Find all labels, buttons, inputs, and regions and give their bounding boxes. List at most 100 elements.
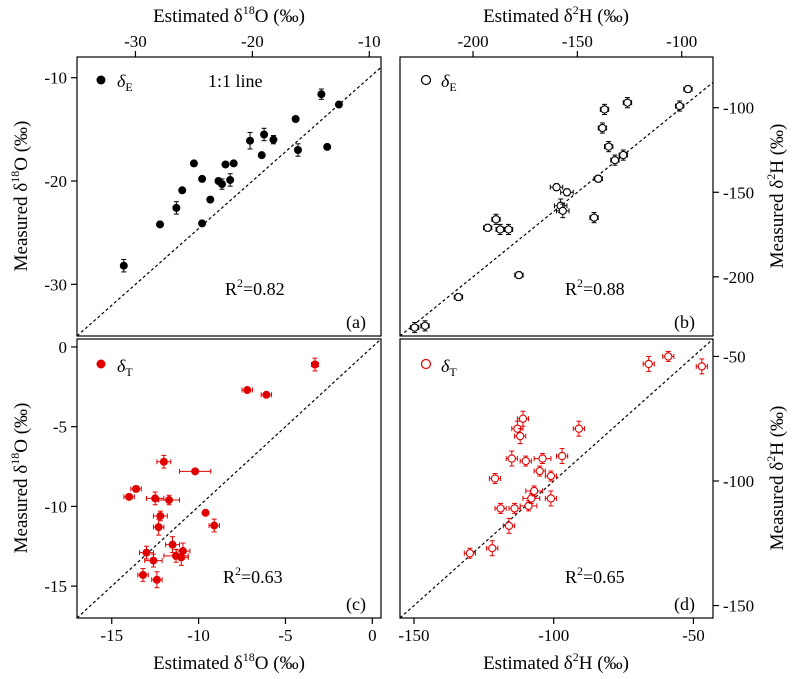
data-point: [597, 122, 608, 134]
data-point: [198, 174, 207, 183]
data-point: [152, 510, 168, 522]
data-point: [260, 127, 269, 142]
data-point: [589, 212, 599, 224]
panel-c-frame: [76, 338, 382, 619]
data-point: [514, 428, 527, 445]
y-tick-label: -200: [723, 268, 754, 287]
data-point: [119, 259, 128, 273]
data-point: [152, 518, 165, 536]
data-point: [156, 454, 172, 469]
panel-a-legend-label: δE: [117, 71, 133, 94]
panel-c-r2: R2=0.63: [223, 564, 283, 587]
x-tick-label: -50: [682, 626, 705, 645]
y-tick-label: -5: [53, 418, 67, 437]
data-point: [544, 470, 557, 482]
data-point: [491, 213, 501, 225]
panel-b-one-to-one-line: [399, 81, 714, 337]
panel-a-points: [119, 88, 343, 273]
data-point: [310, 357, 319, 372]
y-tick-label: -50: [723, 347, 746, 366]
data-point: [229, 159, 238, 168]
data-point: [519, 455, 532, 467]
data-point: [221, 160, 230, 169]
panel-c-panel-label: (c): [346, 594, 366, 615]
data-point: [674, 100, 685, 112]
y-tick-label: 0: [59, 338, 68, 357]
data-point: [178, 186, 187, 195]
panel-a-frame: [76, 56, 382, 337]
data-point: [198, 219, 207, 228]
data-point: [130, 484, 142, 493]
panel-d-r2: R2=0.65: [565, 564, 625, 587]
y-tick-label: -30: [44, 275, 67, 294]
panel-b-y-ticks: -200 -150 -100: [713, 99, 754, 287]
x-tick-label: 0: [368, 626, 377, 645]
data-point: [494, 502, 507, 514]
y-tick-label: -100: [723, 99, 754, 118]
data-point: [695, 358, 708, 375]
data-point: [516, 410, 530, 427]
data-point: [533, 453, 552, 465]
data-point: [291, 115, 300, 123]
data-point: [246, 131, 255, 150]
data-point: [544, 490, 557, 507]
panel-d-legend-marker: [420, 358, 432, 370]
data-point: [593, 174, 603, 183]
y-tick-label: -100: [723, 472, 754, 491]
panel-c-legend-marker: [96, 359, 106, 369]
panel-c-x-ticks: -15 -10 -5 0: [100, 618, 377, 645]
data-point: [257, 151, 266, 160]
x-tick-label: -100: [666, 32, 697, 51]
panel-b-x-axis-label: Estimated δ2H (‰): [483, 3, 629, 27]
y-tick-label: -20: [44, 172, 67, 191]
data-point: [603, 141, 614, 153]
panel-a-legend-marker: [96, 75, 106, 85]
panel-a-one-to-one-line: [76, 66, 382, 337]
panel-c-y-ticks: -15 -10 -5 0: [44, 338, 77, 596]
data-point: [323, 142, 332, 151]
one-to-one-line: [76, 66, 382, 337]
panel-b: -200 -150 -100 -200 -150 -100 δE R2=0.88 (b)…: [399, 3, 788, 337]
panel-d-y-ticks: -150 -100 -50: [713, 347, 754, 616]
x-tick-label: -150: [398, 626, 429, 645]
x-tick-label: -20: [241, 32, 264, 51]
panel-b-x-ticks: -200 -150 -100: [457, 32, 697, 57]
data-point: [556, 203, 570, 219]
panel-a: -30 -20 -10 -30-20-10 δE 1:1 line R2=0.82 …: [8, 3, 382, 337]
data-point: [683, 84, 693, 94]
data-point: [269, 135, 278, 145]
panel-b-panel-label: (b): [674, 312, 695, 333]
data-point: [572, 420, 585, 437]
data-point: [488, 473, 502, 484]
data-point: [151, 571, 163, 589]
data-point: [522, 492, 541, 504]
panel-b-r2: R2=0.88: [565, 276, 625, 299]
panel-c-y-axis-label: Measured δ18O (‰): [8, 403, 32, 554]
panel-d-panel-label: (d): [674, 594, 695, 615]
x-tick-label: -10: [187, 626, 210, 645]
data-point: [145, 491, 165, 506]
y-tick-label: -10: [44, 497, 67, 516]
x-tick-label: -10: [358, 32, 381, 51]
data-point: [622, 97, 633, 109]
data-point: [482, 223, 493, 232]
panel-d-legend-label: δT: [441, 356, 457, 379]
panel-a-y-axis-label: Measured δ18O (‰): [8, 121, 32, 272]
panel-c-points: [123, 357, 319, 589]
panel-a-y-ticks: -30 -20 -10: [44, 69, 77, 294]
data-point: [610, 154, 620, 166]
data-point: [144, 553, 163, 568]
data-point: [642, 355, 655, 372]
panel-c: -15 -10 -5 0 -15 -10 -5 0 δT R2=0.63 (c) Estim…: [8, 338, 382, 674]
panel-a-annotation: 1:1 line: [208, 71, 263, 91]
data-point: [556, 448, 569, 465]
y-tick-label: -150: [723, 183, 754, 202]
panel-c-x-axis-label: Estimated δ18O (‰): [153, 650, 305, 674]
data-point: [453, 292, 464, 302]
data-point: [420, 320, 430, 332]
data-point: [486, 540, 499, 557]
panel-c-legend-label: δT: [117, 356, 133, 379]
data-point: [508, 502, 521, 514]
x-tick-label: -150: [562, 32, 593, 51]
